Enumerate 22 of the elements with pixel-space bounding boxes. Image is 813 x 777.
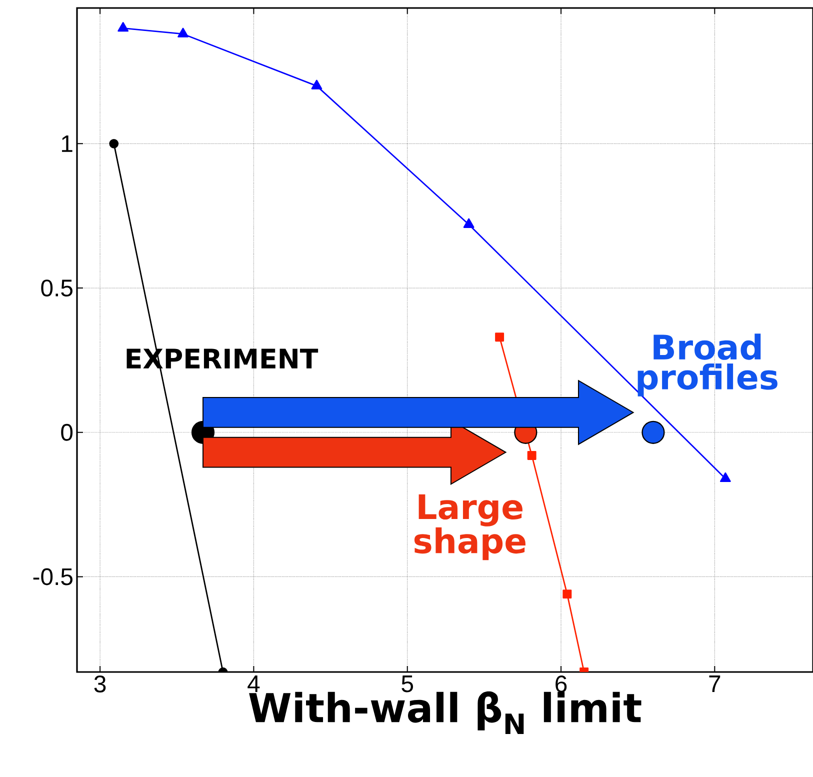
x-axis-title: With-wall β$_{N}$ limit (249, 691, 642, 734)
y-tick-label: 0.5 (41, 280, 72, 296)
point (562, 590, 572, 599)
point (178, 28, 188, 38)
point (720, 472, 731, 482)
x-tick-label: 6 (556, 676, 567, 692)
x-tick-label: 4 (248, 676, 260, 692)
y-tick-label: 0 (61, 424, 73, 441)
point (495, 332, 504, 342)
point (311, 80, 322, 90)
point (527, 450, 536, 460)
y-tick-label: -0.5 (33, 568, 72, 586)
point (118, 22, 129, 32)
annotation: Large shape (414, 494, 526, 560)
x-tick-label: 5 (402, 676, 414, 692)
point (642, 420, 665, 444)
annotation: Broad profiles (638, 334, 778, 396)
point (109, 138, 119, 148)
point (463, 218, 474, 228)
x-tick-label: 7 (709, 676, 720, 692)
x-tick-label: 3 (94, 676, 106, 692)
y-tick-label: 1 (62, 135, 72, 152)
